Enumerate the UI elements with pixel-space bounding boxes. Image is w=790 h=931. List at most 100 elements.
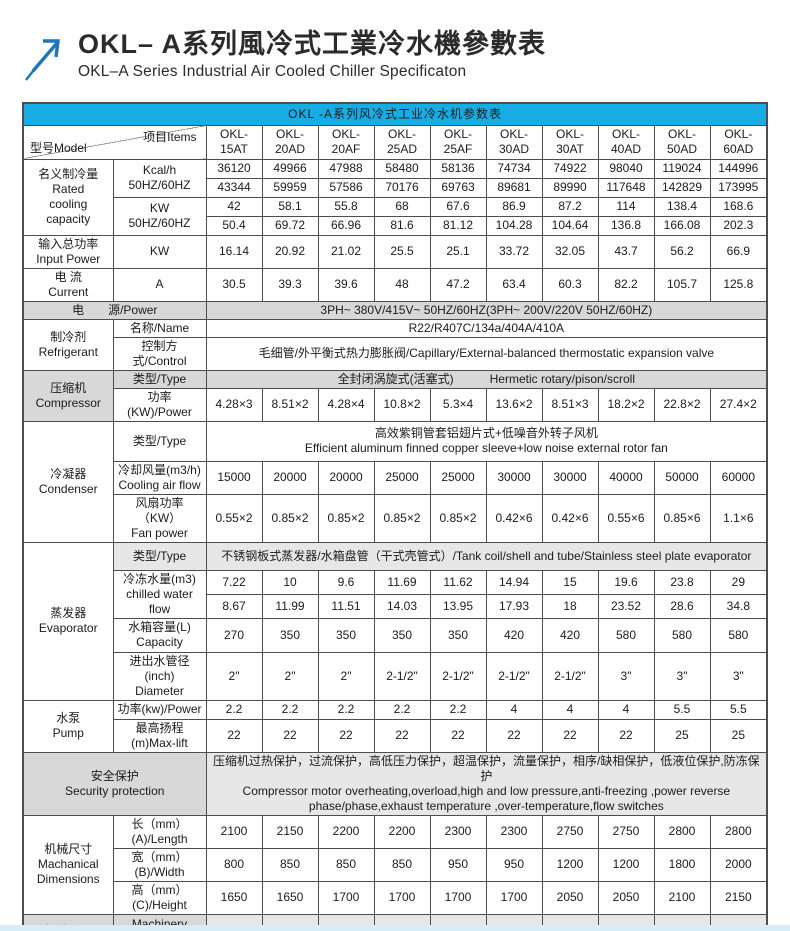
spec-value: 22.8×2 — [653, 387, 711, 422]
spec-table-body: 名义制冷量 Rated cooling capacity Kcal/h 50HZ/60HZ… — [22, 158, 768, 931]
spec-value: 32.05 — [541, 234, 599, 269]
table-row: 水泵 Pump 功率(kw)/Power 2.2 2.2 2.2 2.2 2.2 4 4 4 5.5 5… — [22, 699, 768, 753]
row-label: 名称/Name — [112, 318, 207, 338]
spec-value: 30000 — [485, 460, 543, 495]
spec-value: 2-1/2" — [373, 651, 431, 701]
row-label: 宽（mm）(B)/Width — [112, 847, 207, 882]
spec-value: 67.6 — [429, 196, 487, 217]
spec-value: 82.2 — [597, 267, 655, 302]
spec-value: 49966 — [261, 158, 319, 179]
spec-value: 22 — [317, 718, 375, 753]
spec-value: 25.5 — [373, 234, 431, 269]
corner-items-label: 项目Items — [143, 129, 197, 144]
spec-value: 105.7 — [653, 267, 711, 302]
spec-value: 850 — [373, 847, 431, 882]
spec-value: 350 — [373, 617, 431, 653]
spec-value: 13.6×2 — [485, 387, 543, 422]
spec-value: 2800 — [653, 814, 711, 849]
spec-value: 39.3 — [261, 267, 319, 302]
spec-value: 8.67 — [205, 593, 263, 619]
spec-value: 117648 — [597, 177, 655, 198]
spec-value: 60000 — [709, 460, 768, 495]
table-row: 进出水管径(inch) Diameter 2" 2" 2" 2-1/2" 2-1/2" 2-1… — [23, 651, 768, 701]
spec-value: 119024 — [653, 158, 711, 179]
table-row: 蒸发器 Evaporator 类型/Type 不锈钢板式蒸发器/水箱盘管（干式壳管式）… — [22, 541, 768, 701]
spec-value: 104.28 — [485, 215, 543, 236]
spec-value: 136.8 — [597, 215, 655, 236]
spec-value: 40000 — [597, 460, 655, 495]
spec-value: 850 — [261, 847, 319, 882]
spec-value: 2200 — [373, 814, 431, 849]
spec-value: 60.3 — [541, 267, 599, 302]
spec-value: 18 — [541, 593, 599, 619]
spec-value: 0.55×2 — [205, 493, 263, 543]
table-row: 电 流 Current A 30.5 39.3 39.6 48 47.2 63.4 60.3 82.… — [22, 267, 768, 302]
spec-value: 1650 — [261, 880, 319, 915]
table-row: 控制方式/Control 毛细管/外平衡式热力膨胀阀/Capillary/Exte… — [23, 336, 768, 371]
table-row: 冷冻水量(m3) chilled water flow 7.22 10 9.6 11.69… — [23, 569, 768, 619]
row-group-label: 电 流 Current — [22, 267, 114, 302]
spec-value: 50.4 — [205, 215, 263, 236]
model-header: OKL- 40AD — [597, 124, 655, 160]
spec-value: 2300 — [485, 814, 543, 849]
spec-value: 58136 — [429, 158, 487, 179]
spec-value: 2200 — [317, 814, 375, 849]
row-label: 风扇功率（KW） Fan power — [112, 493, 207, 543]
row-group-label: 冷凝器 Condenser — [22, 420, 114, 543]
spec-value: 270 — [205, 617, 263, 653]
spec-value: 74922 — [541, 158, 599, 179]
spec-value: 1700 — [373, 880, 431, 915]
spec-value: 9.6 — [317, 569, 375, 595]
row-label: 类型/Type — [112, 541, 207, 571]
spec-value: 66.96 — [317, 215, 375, 236]
spec-value: 22 — [541, 718, 599, 753]
spec-value: 950 — [485, 847, 543, 882]
spec-value: 47.2 — [429, 267, 487, 302]
spec-value: 89990 — [541, 177, 599, 198]
model-header: OKL- 50AD — [653, 124, 711, 160]
spec-value: 420 — [485, 617, 543, 653]
table-row: 高（mm）(C)/Height 1650 1650 1700 1700 1700 1700 2… — [23, 880, 768, 915]
model-header: OKL- 20AF — [317, 124, 375, 160]
spec-value: 66.9 — [709, 234, 768, 269]
model-header: OKL- 30AD — [485, 124, 543, 160]
spec-value: 89681 — [485, 177, 543, 198]
spec-value: 22 — [485, 718, 543, 753]
model-header: OKL- 15AT — [205, 124, 263, 160]
spec-value: 10.8×2 — [373, 387, 431, 422]
table-row: 43344 59959 57586 70176 69763 89681 89990 11764… — [23, 177, 768, 198]
arrow-logo-icon — [24, 34, 68, 87]
row-group-label: 输入总功率 Input Power — [22, 234, 114, 269]
spec-value: 850 — [317, 847, 375, 882]
page-subtitle: OKL–A Series Industrial Air Cooled Chill… — [78, 62, 467, 80]
spec-value: 22 — [429, 718, 487, 753]
bottom-accent-strip — [0, 925, 790, 931]
spec-value: 15 — [541, 569, 599, 595]
spec-value: 166.08 — [653, 215, 711, 236]
spec-value: 114 — [597, 196, 655, 217]
spec-value: 全封闭涡旋式(活塞式) Hermetic rotary/pison/scroll — [205, 369, 768, 389]
spec-value: 800 — [205, 847, 263, 882]
spec-value: 0.55×6 — [597, 493, 655, 543]
row-label: 功率(kw)/Power — [112, 699, 207, 720]
spec-value: 950 — [429, 847, 487, 882]
table-row: 最高扬程(m)Max-lift 22 22 22 22 22 22 22 22 25 25 — [23, 718, 768, 753]
row-label: Kcal/h 50HZ/60HZ — [112, 158, 207, 198]
spec-value: 11.69 — [373, 569, 431, 595]
spec-value: 0.85×2 — [429, 493, 487, 543]
spec-value: 30000 — [541, 460, 599, 495]
spec-value: 56.2 — [653, 234, 711, 269]
model-header: OKL- 30AT — [541, 124, 599, 160]
row-label: 高（mm）(C)/Height — [112, 880, 207, 915]
spec-value: 1700 — [485, 880, 543, 915]
corner-model-label: 型号Model — [30, 140, 87, 155]
spec-value: 高效紫铜管套铝翅片式+低噪音外转子风机 Efficient aluminum fi… — [205, 420, 768, 462]
spec-value: 11.99 — [261, 593, 319, 619]
spec-value: 1700 — [429, 880, 487, 915]
spec-value: 10 — [261, 569, 319, 595]
table-caption: OKL -A系列风冷式工业冷水机参数表 — [22, 102, 768, 126]
spec-value: 2300 — [429, 814, 487, 849]
spec-value: 42 — [205, 196, 263, 217]
table-row: KW 50HZ/60HZ 42 58.1 55.8 68 67.6 86.9 87.2 114 13… — [23, 196, 768, 236]
spec-value: 0.85×2 — [317, 493, 375, 543]
